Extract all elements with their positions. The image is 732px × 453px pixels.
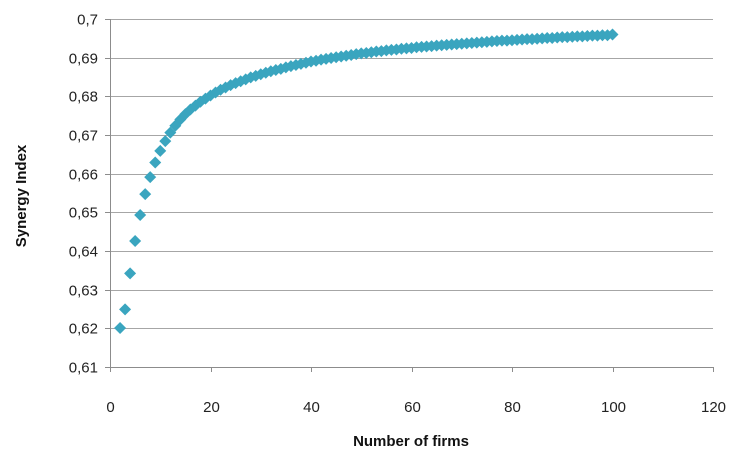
gridlines <box>110 19 713 329</box>
data-point <box>124 267 137 280</box>
x-tick-label: 60 <box>404 399 421 416</box>
y-tick-label: 0,63 <box>69 283 98 300</box>
y-axis-title: Synergy Index <box>13 144 30 247</box>
data-point <box>606 28 619 41</box>
data-point <box>244 71 257 84</box>
y-tick-label: 0,69 <box>69 51 98 68</box>
data-point <box>159 135 172 148</box>
y-tick-label: 0,62 <box>69 321 98 338</box>
data-point <box>139 188 152 201</box>
data-point <box>144 171 157 184</box>
x-tick-label: 40 <box>303 399 320 416</box>
y-tick-labels: 0,61 0,62 0,63 0,64 0,65 0,66 0,67 0,68 0,69 0,7 <box>69 12 98 377</box>
data-point <box>154 144 167 157</box>
data-point <box>274 62 287 75</box>
x-tick-label: 120 <box>701 399 726 416</box>
data-point <box>289 59 302 72</box>
x-tick-labels: 0 20 40 60 80 100 120 <box>106 399 726 416</box>
x-tick-label: 80 <box>504 399 521 416</box>
data-points <box>114 28 619 334</box>
x-tick-label: 20 <box>203 399 220 416</box>
y-tick-label: 0,66 <box>69 167 98 184</box>
y-tick-label: 0,7 <box>77 12 98 29</box>
data-point <box>134 209 147 222</box>
data-point <box>119 303 132 316</box>
y-tick-label: 0,67 <box>69 128 98 145</box>
data-point <box>129 234 142 247</box>
x-tick-label: 100 <box>601 399 626 416</box>
axes <box>105 19 714 372</box>
y-tick-label: 0,68 <box>69 89 98 106</box>
y-tick-label: 0,65 <box>69 205 98 222</box>
x-axis-title: Number of firms <box>353 433 469 450</box>
y-tick-label: 0,61 <box>69 360 98 377</box>
data-point <box>164 126 177 139</box>
x-tick-label: 0 <box>106 399 114 416</box>
y-tick-label: 0,64 <box>69 244 98 261</box>
data-point <box>114 321 127 334</box>
data-point <box>149 156 162 169</box>
